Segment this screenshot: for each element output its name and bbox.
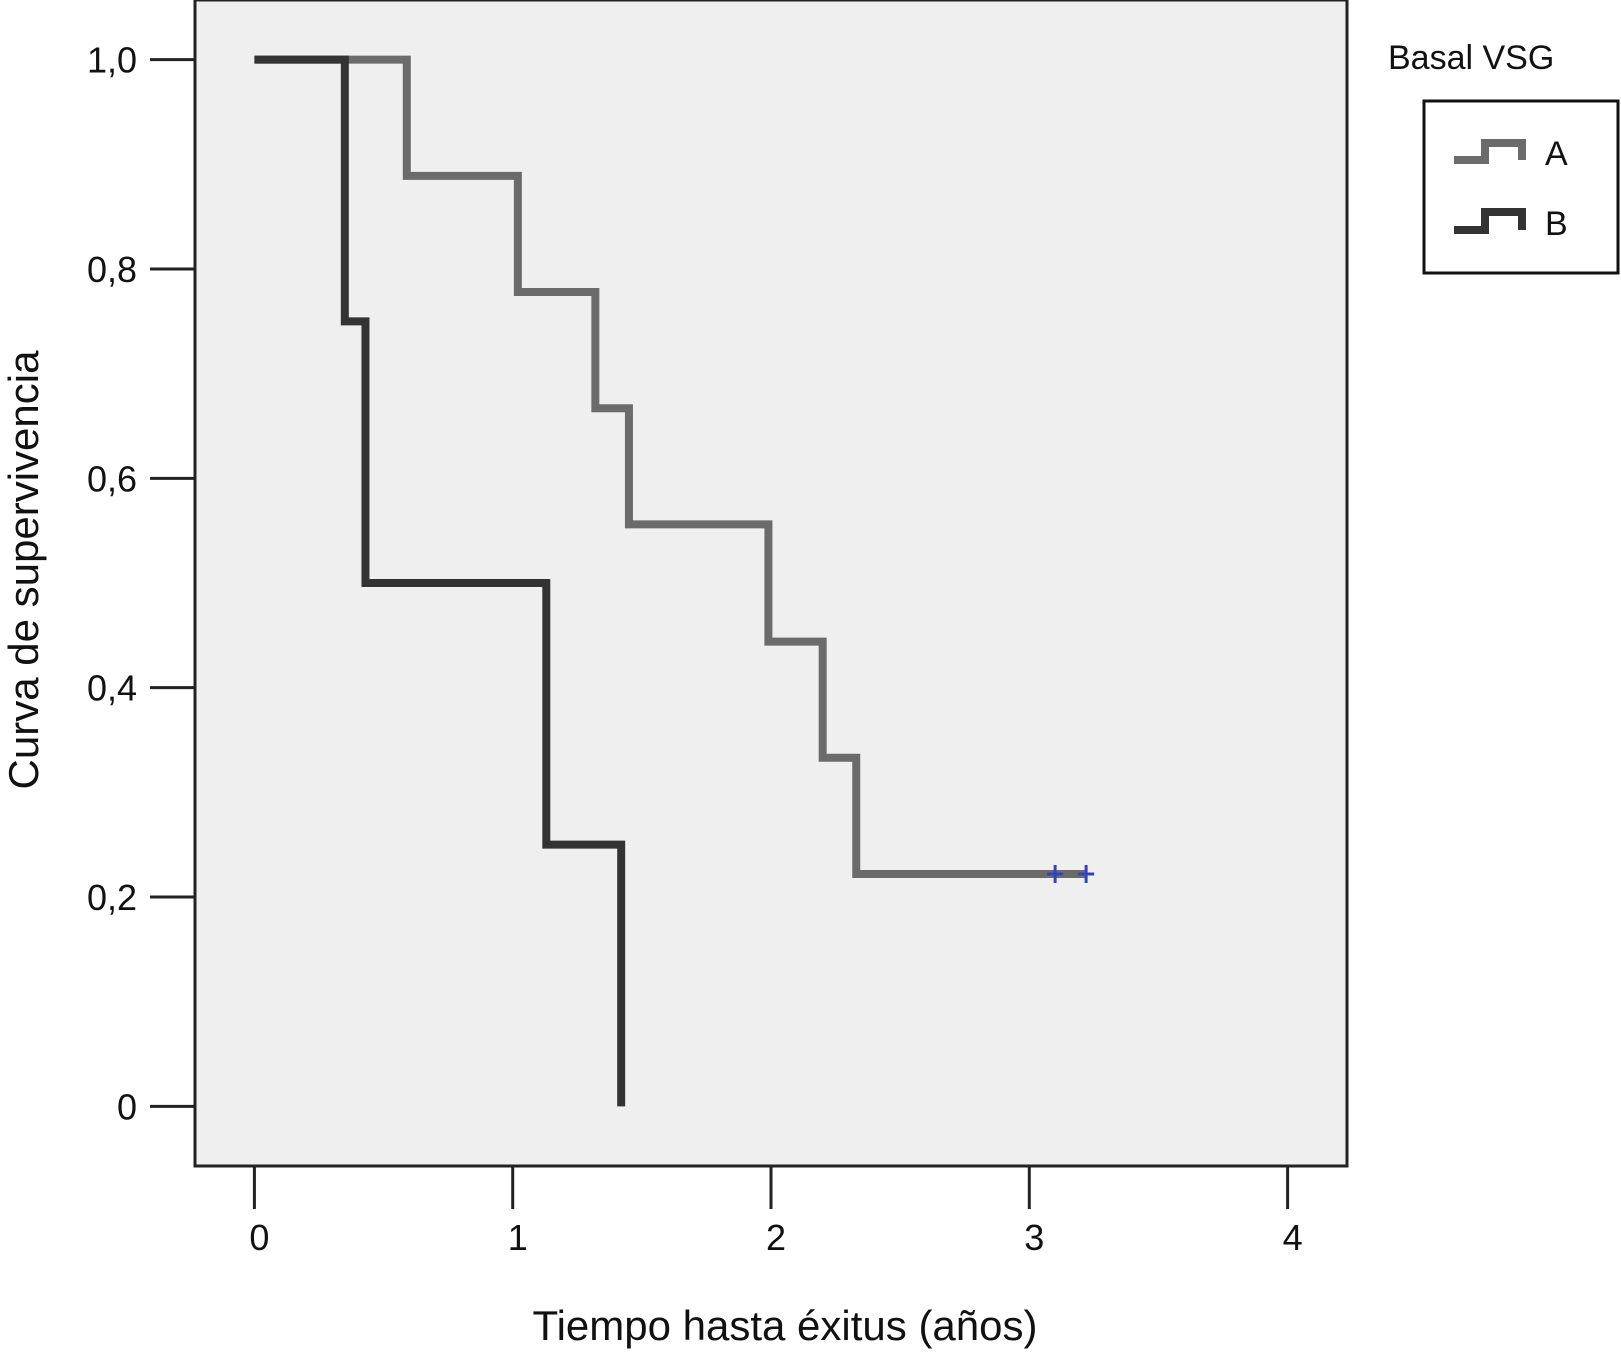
x-tick-label: 3: [1024, 1217, 1044, 1258]
series-layer: [254, 55, 1095, 1107]
x-axis-title: Tiempo hasta éxitus (años): [532, 1302, 1037, 1349]
x-tick-label: 1: [508, 1217, 528, 1258]
legend-title: Basal VSG: [1388, 39, 1554, 77]
y-tick-label: 0,4: [87, 668, 137, 709]
legend-label-a: A: [1545, 135, 1568, 173]
censor-mark: [1047, 864, 1064, 883]
y-tick-label: 1,0: [87, 40, 137, 81]
x-tick-label: 2: [766, 1217, 786, 1258]
legend-box: [1422, 99, 1620, 275]
legend-swatch-b: [1454, 208, 1526, 234]
legend-label-b: B: [1545, 205, 1568, 243]
series-line-b: [254, 55, 626, 1107]
censor-mark: [1078, 864, 1095, 883]
y-axis: 0 0,2 0,4 0,6 0,8 1,0: [87, 40, 195, 1127]
y-axis-title: Curva de supervivencia: [0, 350, 47, 790]
y-tick-label: 0,6: [87, 458, 137, 499]
x-tick-label: 0: [249, 1217, 269, 1258]
x-tick-label: 4: [1283, 1217, 1303, 1258]
x-axis: 0 1 2 3 4: [249, 1166, 1303, 1258]
legend: Basal VSG A B: [1388, 39, 1620, 275]
y-tick-label: 0,2: [87, 877, 137, 918]
legend-swatch-a: [1454, 139, 1526, 164]
y-tick-label: 0: [117, 1086, 137, 1127]
y-tick-label: 0,8: [87, 249, 137, 290]
series-line-a: [254, 55, 1087, 878]
